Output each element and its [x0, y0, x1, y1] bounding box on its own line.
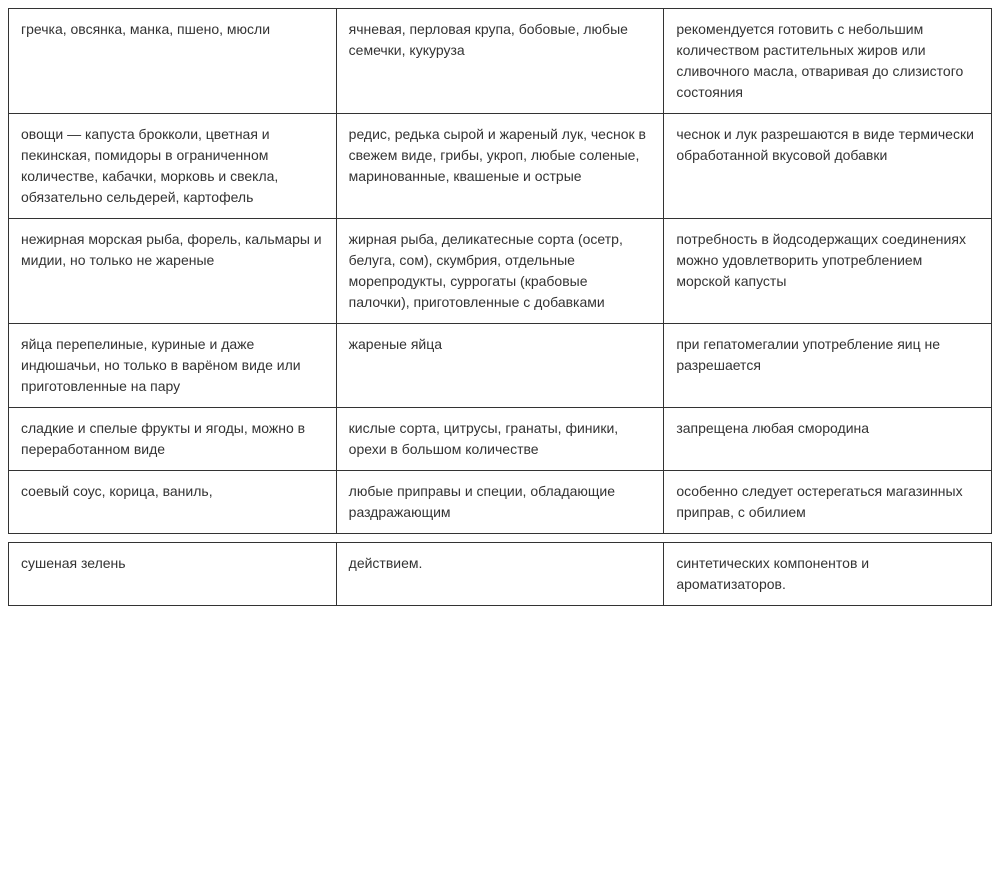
table-cell: запрещена любая смородина: [664, 408, 992, 471]
table-cell: редис, редька сырой и жареный лук, чесно…: [336, 114, 664, 219]
table-cell: жареные яйца: [336, 324, 664, 408]
diet-table-second: сушеная зелень действием. синтетических …: [8, 542, 992, 606]
table-cell: при гепатомегалии употребление яиц не ра…: [664, 324, 992, 408]
table-cell: действием.: [336, 543, 664, 606]
table-cell: особенно следует остерегаться магазинных…: [664, 471, 992, 534]
table-cell: соевый соус, корица, ваниль,: [9, 471, 337, 534]
table-cell: яйца перепелиные, куриные и даже индюшач…: [9, 324, 337, 408]
table-cell: гречка, овсянка, манка, пшено, мюсли: [9, 9, 337, 114]
table-cell: синтетических компонентов и ароматизатор…: [664, 543, 992, 606]
table-cell: нежирная морская рыба, форель, кальмары …: [9, 219, 337, 324]
table-row: яйца перепелиные, куриные и даже индюшач…: [9, 324, 992, 408]
table-cell: потребность в йодсодержащих соединениях …: [664, 219, 992, 324]
table-cell: овощи — капуста брокколи, цветная и пеки…: [9, 114, 337, 219]
diet-table-main: гречка, овсянка, манка, пшено, мюсли ячн…: [8, 8, 992, 534]
table-row: соевый соус, корица, ваниль, любые припр…: [9, 471, 992, 534]
table-cell: рекомендуется готовить с небольшим колич…: [664, 9, 992, 114]
table-cell: ячневая, перловая крупа, бобовые, любые …: [336, 9, 664, 114]
table-row: овощи — капуста брокколи, цветная и пеки…: [9, 114, 992, 219]
table-row: нежирная морская рыба, форель, кальмары …: [9, 219, 992, 324]
table-cell: жирная рыба, деликатесные сорта (осетр, …: [336, 219, 664, 324]
table-cell: чеснок и лук разрешаются в виде термичес…: [664, 114, 992, 219]
table-row: гречка, овсянка, манка, пшено, мюсли ячн…: [9, 9, 992, 114]
table-cell: сладкие и спелые фрукты и ягоды, можно в…: [9, 408, 337, 471]
diet-table-wrapper: гречка, овсянка, манка, пшено, мюсли ячн…: [8, 8, 992, 606]
table-row: сладкие и спелые фрукты и ягоды, можно в…: [9, 408, 992, 471]
table-cell: любые приправы и специи, обладающие разд…: [336, 471, 664, 534]
table-row: сушеная зелень действием. синтетических …: [9, 543, 992, 606]
table-cell: сушеная зелень: [9, 543, 337, 606]
table-cell: кислые сорта, цитрусы, гранаты, финики, …: [336, 408, 664, 471]
